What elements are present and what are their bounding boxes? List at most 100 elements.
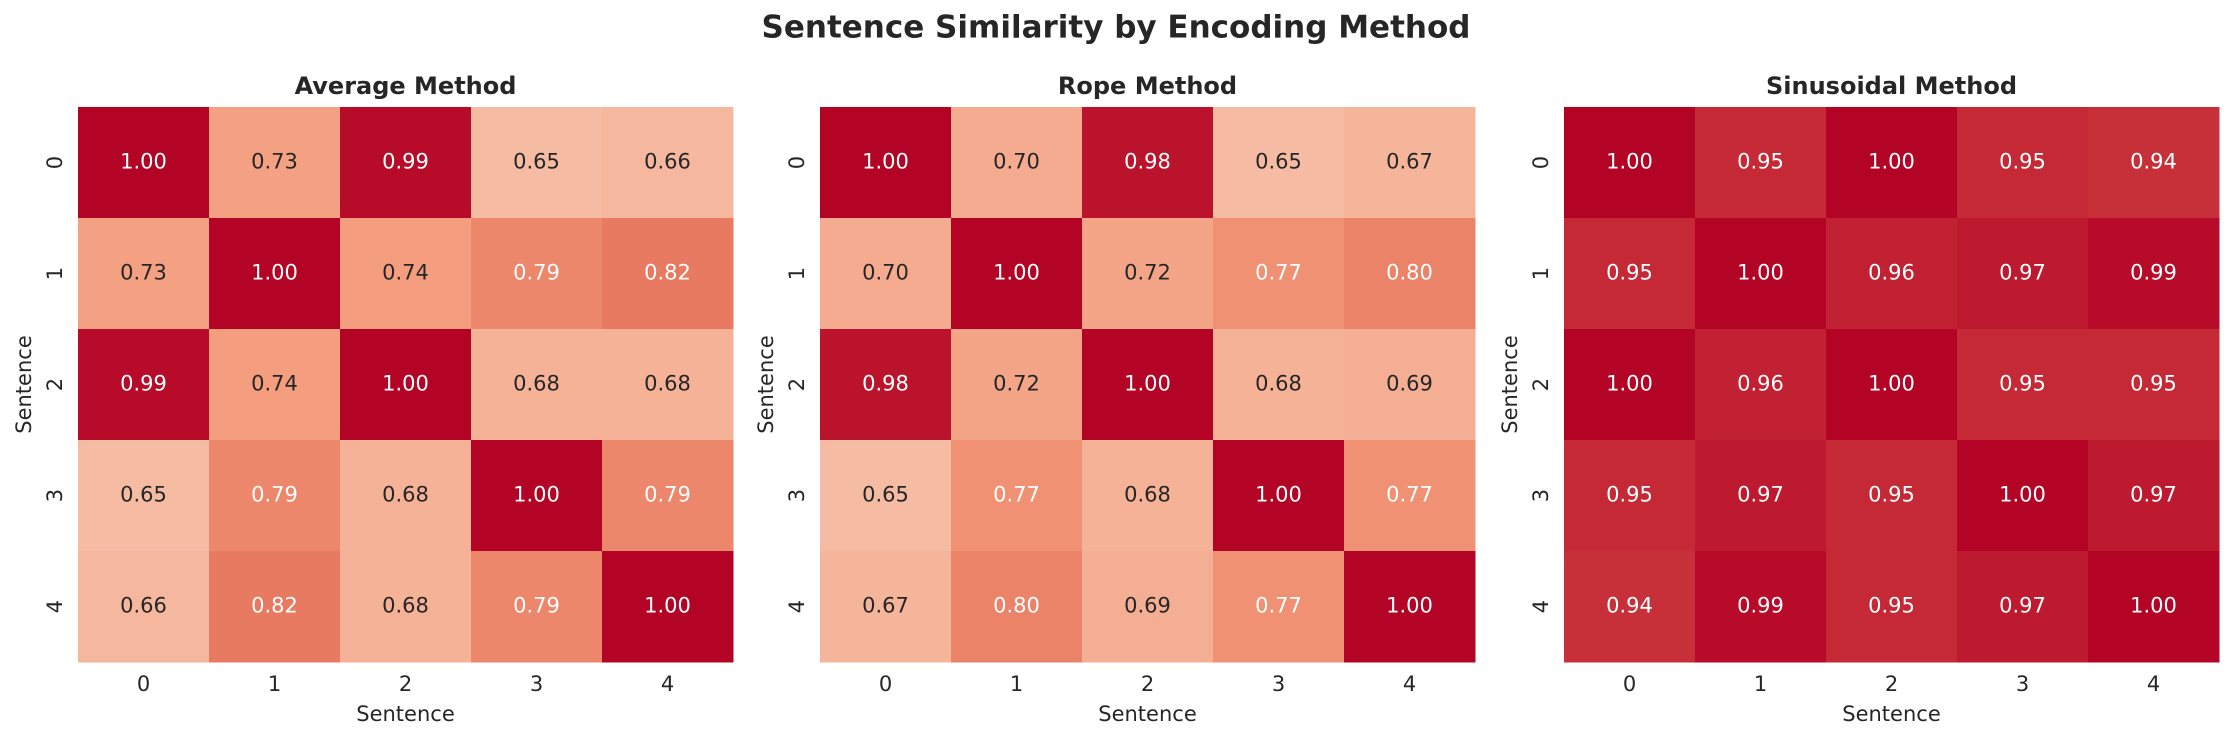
- heatmap-cell: [602, 218, 734, 330]
- heatmap-cell: [340, 218, 472, 330]
- heatmap-cell: [1213, 329, 1345, 441]
- cell-label: 0.67: [862, 594, 909, 618]
- heatmap-cell: [1082, 440, 1214, 552]
- x-tick-label: 2: [1885, 672, 1898, 696]
- cell-label: 0.66: [120, 594, 167, 618]
- heatmap-cell: [78, 551, 210, 663]
- heatmap-cell: [78, 107, 210, 219]
- y-tick-label: 0: [43, 156, 67, 169]
- cell-label: 0.67: [1386, 150, 1433, 174]
- cell-label: 0.68: [513, 372, 560, 396]
- heatmap-cell: [2088, 440, 2220, 552]
- x-tick-label: 0: [137, 672, 150, 696]
- heatmap-cell: [820, 107, 952, 219]
- heatmap-cell: [209, 551, 341, 663]
- x-tick-label: 3: [2016, 672, 2029, 696]
- y-axis-label: Sentence: [12, 335, 36, 434]
- heatmap-cell: [1695, 551, 1827, 663]
- heatmap-cell: [820, 329, 952, 441]
- heatmap-cell: [471, 551, 603, 663]
- heatmap-cell: [1344, 551, 1476, 663]
- y-tick-label: 0: [785, 156, 809, 169]
- cell-label: 1.00: [644, 594, 691, 618]
- cell-label: 0.79: [513, 594, 560, 618]
- cell-label: 0.99: [1737, 594, 1784, 618]
- subplot-title: Average Method: [295, 72, 517, 100]
- cell-label: 0.66: [644, 150, 691, 174]
- y-tick-label: 3: [43, 489, 67, 502]
- cell-label: 0.94: [2130, 150, 2177, 174]
- cell-label: 0.80: [1386, 261, 1433, 285]
- cell-label: 0.68: [382, 483, 429, 507]
- cell-label: 0.70: [862, 261, 909, 285]
- cell-label: 0.98: [1124, 150, 1171, 174]
- cell-label: 0.65: [513, 150, 560, 174]
- heatmap-cell: [602, 440, 734, 552]
- heatmap-cell: [471, 107, 603, 219]
- cell-label: 0.97: [1737, 483, 1784, 507]
- cell-label: 0.96: [1868, 261, 1915, 285]
- cell-label: 0.82: [644, 261, 691, 285]
- cell-label: 0.68: [1124, 483, 1171, 507]
- cell-label: 1.00: [2130, 594, 2177, 618]
- cell-label: 0.97: [1999, 261, 2046, 285]
- x-tick-label: 1: [268, 672, 281, 696]
- heatmap-cell: [1695, 107, 1827, 219]
- cell-label: 0.95: [1999, 372, 2046, 396]
- heatmap-cell: [820, 218, 952, 330]
- heatmap-cell: [340, 107, 472, 219]
- subplot-title: Rope Method: [1058, 72, 1237, 100]
- heatmap-cell: [951, 440, 1083, 552]
- heatmap-cell: [1082, 329, 1214, 441]
- cell-label: 0.80: [993, 594, 1040, 618]
- cell-label: 0.95: [1868, 594, 1915, 618]
- cell-label: 0.82: [251, 594, 298, 618]
- x-tick-label: 3: [530, 672, 543, 696]
- cell-label: 0.79: [644, 483, 691, 507]
- heatmap-cell: [2088, 107, 2220, 219]
- cell-label: 0.68: [644, 372, 691, 396]
- cell-label: 0.69: [1124, 594, 1171, 618]
- cell-label: 0.96: [1737, 372, 1784, 396]
- cell-label: 1.00: [993, 261, 1040, 285]
- y-tick-label: 1: [785, 267, 809, 280]
- y-tick-label: 1: [1529, 267, 1553, 280]
- heatmap-cell: [1344, 329, 1476, 441]
- cell-label: 0.95: [1737, 150, 1784, 174]
- cell-label: 0.65: [1255, 150, 1302, 174]
- heatmap-cell: [78, 218, 210, 330]
- y-tick-label: 0: [1529, 156, 1553, 169]
- y-tick-label: 2: [785, 378, 809, 391]
- cell-label: 0.74: [251, 372, 298, 396]
- cell-label: 0.77: [1386, 483, 1433, 507]
- heatmap-cell: [1957, 218, 2089, 330]
- heatmap-cell: [951, 218, 1083, 330]
- heatmap-cell: [78, 440, 210, 552]
- heatmap-cell: [1564, 329, 1696, 441]
- cell-label: 0.69: [1386, 372, 1433, 396]
- subplot-title: Sinusoidal Method: [1766, 72, 2017, 100]
- heatmap-cell: [1213, 218, 1345, 330]
- heatmap-cell: [820, 551, 952, 663]
- cell-label: 0.74: [382, 261, 429, 285]
- cell-label: 0.94: [1606, 594, 1653, 618]
- cell-label: 0.97: [1999, 594, 2046, 618]
- heatmap-cell: [340, 440, 472, 552]
- heatmap-cell: [2088, 218, 2220, 330]
- cell-label: 0.79: [251, 483, 298, 507]
- x-tick-label: 4: [661, 672, 674, 696]
- heatmap-cell: [471, 218, 603, 330]
- cell-label: 0.95: [1606, 483, 1653, 507]
- heatmap-cell: [1082, 107, 1214, 219]
- heatmap-cell: [1826, 440, 1958, 552]
- x-tick-label: 0: [879, 672, 892, 696]
- heatmap-cell: [471, 329, 603, 441]
- cell-label: 1.00: [1606, 372, 1653, 396]
- heatmap-cell: [209, 440, 341, 552]
- x-tick-label: 1: [1010, 672, 1023, 696]
- cell-label: 0.99: [2130, 261, 2177, 285]
- heatmap-cell: [602, 107, 734, 219]
- heatmap-cell: [1957, 551, 2089, 663]
- heatmap-cell: [820, 440, 952, 552]
- cell-label: 1.00: [862, 150, 909, 174]
